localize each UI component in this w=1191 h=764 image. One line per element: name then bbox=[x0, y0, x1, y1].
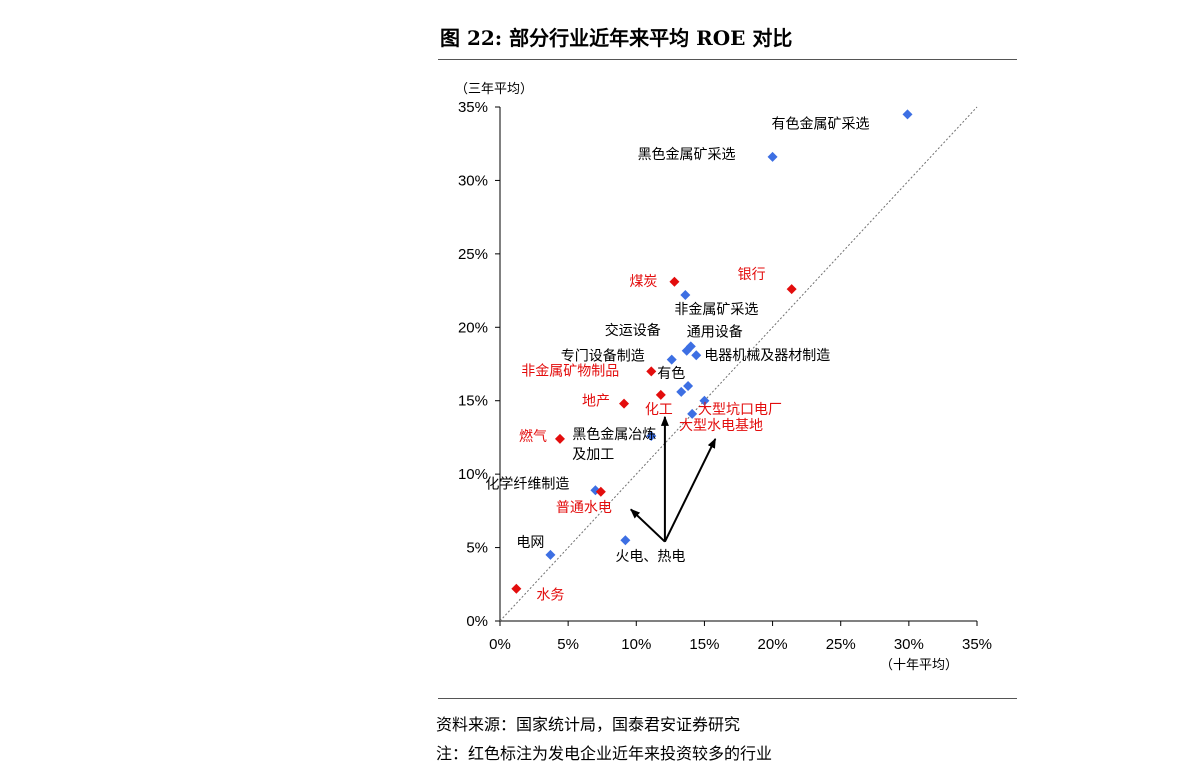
point-label: 燃气 bbox=[519, 428, 547, 445]
data-point bbox=[902, 109, 913, 120]
data-point bbox=[666, 354, 677, 365]
data-point bbox=[683, 381, 694, 392]
point-label: 通用设备 bbox=[687, 323, 743, 340]
point-label: 非金属矿物制品 bbox=[521, 363, 619, 379]
point-label: 有色 bbox=[657, 365, 685, 382]
x-axis-title: （十年平均） bbox=[880, 658, 958, 673]
x-tick-label: 10% bbox=[621, 636, 651, 653]
annotation-label: 大型水电基地 bbox=[679, 417, 763, 434]
point-label: 银行 bbox=[738, 267, 766, 283]
title-divider bbox=[438, 59, 1017, 60]
data-point bbox=[767, 151, 778, 162]
y-tick-label: 25% bbox=[458, 246, 488, 263]
x-tick-label: 15% bbox=[689, 636, 719, 653]
point-label: 有色金属矿采选 bbox=[771, 115, 869, 132]
figure-title: 图 22: 部分行业近年来平均 ROE 对比 bbox=[440, 26, 793, 50]
y-axis-title: （三年平均） bbox=[455, 82, 533, 97]
x-tick-label: 35% bbox=[962, 636, 992, 653]
data-point bbox=[554, 433, 565, 444]
data-point bbox=[655, 389, 666, 400]
data-point bbox=[545, 549, 556, 560]
point-label: 非金属矿采选 bbox=[674, 302, 758, 318]
footnote: 注：红色标注为发电企业近年来投资较多的行业 bbox=[436, 744, 773, 763]
x-tick-label: 0% bbox=[489, 636, 511, 653]
data-point bbox=[595, 486, 606, 497]
point-label: 电网 bbox=[516, 535, 544, 551]
data-point bbox=[680, 289, 691, 300]
x-tick-label: 20% bbox=[758, 636, 788, 653]
data-point bbox=[676, 386, 687, 397]
data-point bbox=[685, 341, 696, 352]
x-tick-label: 30% bbox=[894, 636, 924, 653]
data-point bbox=[786, 284, 797, 295]
x-tick-label: 5% bbox=[557, 636, 579, 653]
y-tick-label: 0% bbox=[466, 613, 488, 630]
data-point bbox=[511, 583, 522, 594]
point-label: 地产 bbox=[582, 394, 610, 410]
y-tick-label: 5% bbox=[466, 540, 488, 557]
data-point bbox=[669, 276, 680, 287]
point-label: 煤炭 bbox=[629, 274, 657, 290]
y-tick-label: 20% bbox=[458, 319, 488, 336]
y-tick-label: 10% bbox=[458, 466, 488, 483]
reference-diagonal bbox=[499, 106, 978, 622]
point-label: 火电、热电 bbox=[615, 549, 685, 565]
annotation-arrow bbox=[664, 437, 717, 543]
data-point bbox=[699, 395, 710, 406]
data-point bbox=[646, 366, 657, 377]
point-label: 水务 bbox=[536, 588, 564, 604]
source-divider bbox=[438, 698, 1017, 699]
source-note: 资料来源：国家统计局，国泰君安证券研究 bbox=[436, 715, 741, 734]
data-point bbox=[646, 430, 657, 441]
x-tick-label: 25% bbox=[826, 636, 856, 653]
data-point bbox=[619, 398, 630, 409]
point-label: 普通水电 bbox=[556, 500, 612, 516]
data-point bbox=[691, 350, 702, 361]
annotation-label: 大型坑口电厂 bbox=[698, 402, 782, 418]
point-label: 专门设备制造 bbox=[561, 348, 645, 365]
y-tick-label: 15% bbox=[458, 393, 488, 410]
point-label: 化学纤维制造 bbox=[485, 476, 569, 492]
annotation-arrow bbox=[630, 508, 666, 543]
y-tick-label: 30% bbox=[458, 172, 488, 189]
y-tick-label: 35% bbox=[458, 99, 488, 116]
point-label: 交运设备 bbox=[605, 322, 661, 339]
data-point bbox=[620, 535, 631, 546]
point-label: 黑色金属冶炼及加工 bbox=[572, 426, 656, 463]
data-point bbox=[687, 408, 698, 419]
point-label: 电器机械及器材制造 bbox=[704, 348, 830, 364]
point-label: 黑色金属矿采选 bbox=[638, 146, 736, 163]
point-label: 化工 bbox=[645, 402, 673, 418]
